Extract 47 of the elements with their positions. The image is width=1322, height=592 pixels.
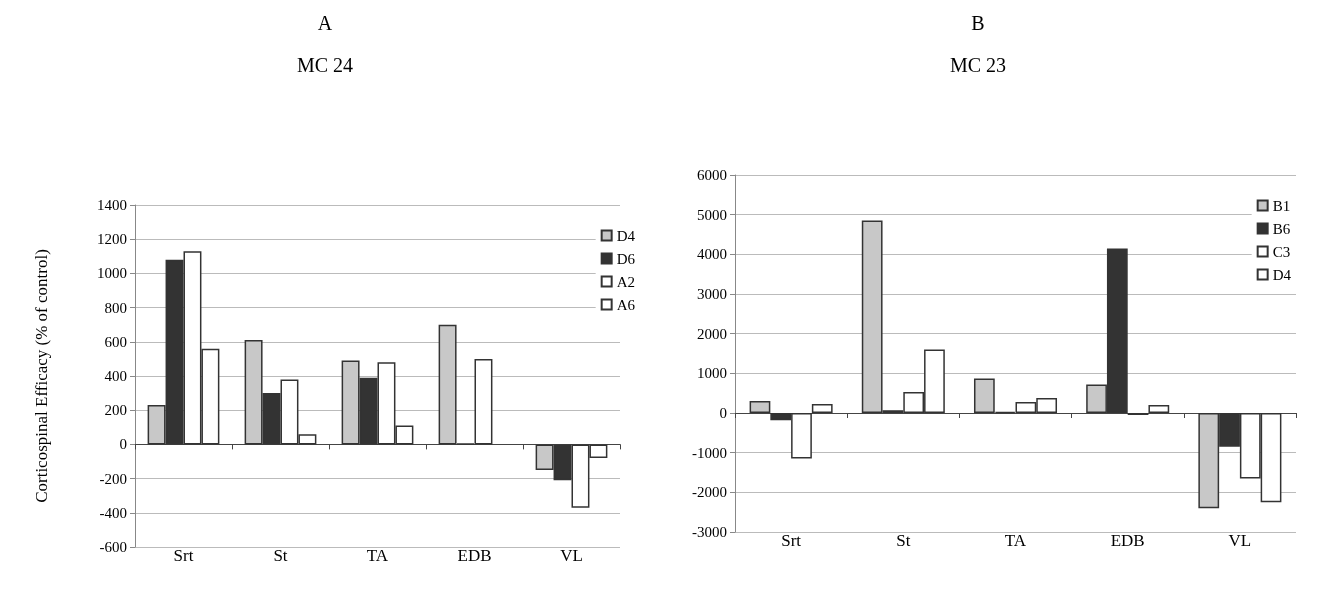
chart-title: B: [971, 12, 985, 34]
chart-subtitle: MC 23: [949, 54, 1007, 76]
legend-label: C3: [1272, 243, 1291, 260]
y-tick-label: -1000: [692, 444, 727, 461]
y-tick-label: -600: [99, 539, 127, 555]
x-tick-label: St: [896, 531, 911, 550]
y-tick-label: 1400: [97, 197, 127, 213]
x-tick-label: Srt: [781, 531, 802, 550]
y-tick-label: -400: [99, 504, 127, 521]
legend-label: D4: [1272, 266, 1292, 283]
y-tick-label: 6000: [697, 167, 727, 183]
y-tick-label: 2000: [697, 325, 727, 342]
y-tick-label: 4000: [697, 246, 727, 263]
legend-label: B1: [1272, 197, 1291, 214]
y-tick-label: 5000: [697, 206, 727, 223]
legend-label: A6: [616, 296, 636, 313]
y-tick-label: 0: [719, 405, 727, 421]
x-tick-label: EDB: [1110, 531, 1145, 550]
legend-label: A2: [616, 273, 636, 290]
x-tick-label: TA: [1004, 531, 1027, 550]
x-tick-label: VL: [560, 546, 583, 565]
y-tick-label: 400: [104, 368, 127, 384]
y-tick-label: 200: [104, 402, 127, 419]
y-axis-title: Corticospinal Efficacy (% of control): [32, 249, 51, 503]
y-tick-label: 3000: [697, 286, 727, 302]
bar: [1148, 405, 1170, 413]
y-tick-label: -2000: [692, 484, 727, 501]
x-tick-label: Srt: [173, 546, 194, 565]
y-tick-label: -200: [99, 470, 127, 487]
bar: [749, 401, 771, 413]
x-tick-label: EDB: [457, 546, 492, 565]
legend-label: D6: [616, 250, 636, 267]
legend-label: B6: [1272, 220, 1291, 237]
x-tick-label: St: [273, 546, 288, 565]
y-tick-label: 600: [104, 333, 127, 350]
y-tick-label: 0: [119, 436, 127, 453]
y-tick-label: 1000: [97, 265, 127, 282]
x-tick-label: TA: [366, 546, 389, 565]
bar: [811, 403, 833, 413]
y-tick-label: -3000: [692, 524, 727, 540]
y-tick-label: 1000: [697, 365, 727, 382]
y-tick-label: 800: [104, 299, 127, 316]
legend-label: D4: [616, 227, 636, 244]
y-tick-label: 1200: [97, 231, 127, 248]
chart-title: A: [317, 12, 333, 34]
x-tick-label: VL: [1228, 531, 1252, 550]
chart-subtitle: MC 24: [296, 54, 354, 76]
